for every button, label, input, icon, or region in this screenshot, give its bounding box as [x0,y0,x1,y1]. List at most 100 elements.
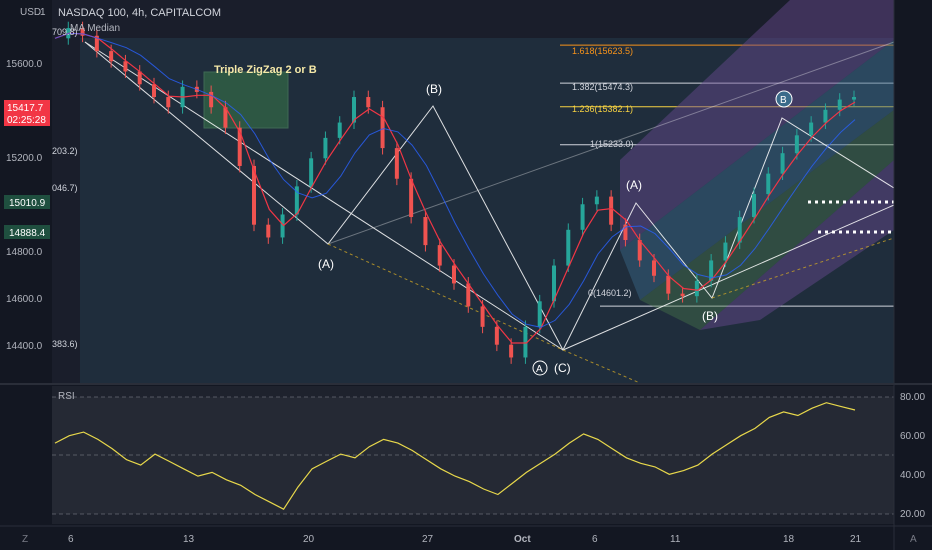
time-label: 6 [592,534,598,545]
triple-zigzag-box [203,71,289,129]
candle-body [409,178,414,218]
current-price: 15417.7 [7,103,44,114]
price-tick-partial: 1 [40,7,46,18]
time-label: 20 [303,534,315,545]
candle-body [494,326,499,345]
candle-body [280,214,285,238]
time-label: 27 [422,534,434,545]
candle-body [323,137,328,159]
candle-body [523,326,528,358]
rsi-tick: 40.00 [900,470,925,481]
price-tick: 14800.0 [6,247,43,258]
edge-level: 709.8) [52,27,78,37]
bar-countdown: 02:25:28 [7,115,46,126]
time-label: 11 [670,534,681,545]
candle-body [337,122,342,138]
wave-lines [84,41,895,352]
auto-scale-button[interactable]: A [910,534,917,545]
candle-body [109,51,114,62]
circled-b-letter: B [780,95,787,106]
pattern-label: Triple ZigZag 2 or B [214,64,317,76]
price-tick: 14600.0 [6,294,43,305]
fib-label-1236: 1.236(15382.1) [572,104,633,114]
wave-label-a: (A) [318,257,334,271]
candle-body [780,153,785,174]
level-badge-text: 14888.4 [9,228,46,239]
wave-label-b2: (B) [702,309,718,323]
price-tick: 15600.0 [6,59,43,70]
circled-a-letter: A [536,364,543,375]
candle-body [123,61,128,72]
candle-body [480,306,485,327]
candle-body [552,265,556,302]
candle-body [266,224,271,238]
candle-body [594,196,599,205]
candle-body [752,194,756,218]
edge-level: 383.6) [52,339,78,349]
candle-body [694,280,699,297]
candle-body [252,165,256,225]
candle-body [237,127,242,166]
candle-body [294,186,299,215]
indicator-label[interactable]: MA Median [70,23,120,34]
currency-label: USD [20,7,41,18]
rsi-tick: 60.00 [900,431,925,442]
candle-body [666,275,671,294]
zoom-button[interactable]: Z [22,534,28,545]
level-badge [4,225,50,239]
fib-label-1: 1(15233.0) [590,139,634,149]
candle-body [509,344,514,358]
candle-body [423,217,428,246]
candle-body [537,301,542,327]
candle-body [609,196,614,225]
candle-body [223,107,228,128]
rsi-label[interactable]: RSI [58,391,75,402]
candle-body [637,240,642,261]
candle-body [152,84,156,98]
fib-label-0: 0(14601.2) [588,288,632,298]
candle-body [623,224,628,241]
symbol-title[interactable]: NASDAQ 100, 4h, CAPITALCOM [58,7,221,19]
time-label: 21 [850,534,862,545]
circled-b-icon [775,90,793,108]
candle-body [566,229,571,266]
wave-label-a2: (A) [626,178,642,192]
rsi-tick: 20.00 [900,509,925,520]
candle-body [794,135,799,154]
fib-label-1382: 1.382(15474.3) [572,82,633,92]
wave-label-c: (C) [554,361,571,375]
candle-body [352,97,356,123]
candle-body [309,158,314,187]
ma-median-line [54,32,856,344]
candle-body [466,283,471,307]
level-badge [4,195,50,209]
candle-body [452,265,456,284]
candle-body [437,245,442,266]
dashed-projections [327,237,895,384]
candle-body [709,260,714,281]
level-badge-text: 15010.9 [9,198,46,209]
dotted-targets [808,200,894,234]
candle-body [823,109,828,123]
current-price-badge [4,100,50,126]
candle-body [766,173,771,195]
candle-body [837,99,842,110]
candlesticks [66,21,856,364]
candle-body [723,242,728,261]
price-tick: 14400.0 [6,341,43,352]
edge-level: 046.7) [52,183,78,193]
candle-body [852,97,856,100]
candle-body [580,204,585,230]
candle-body [166,97,171,108]
moving-average-blue [54,32,856,328]
candle-body [209,91,214,108]
candle-body [80,28,85,36]
candle-body [137,71,142,85]
rsi-tick: 80.00 [900,392,925,403]
candle-body [737,217,742,243]
fib-label-1618: 1.618(15623.5) [572,46,633,56]
rsi-grid [52,396,894,515]
edge-level: 203.2) [52,146,78,156]
wave-label-b: (B) [426,82,442,96]
